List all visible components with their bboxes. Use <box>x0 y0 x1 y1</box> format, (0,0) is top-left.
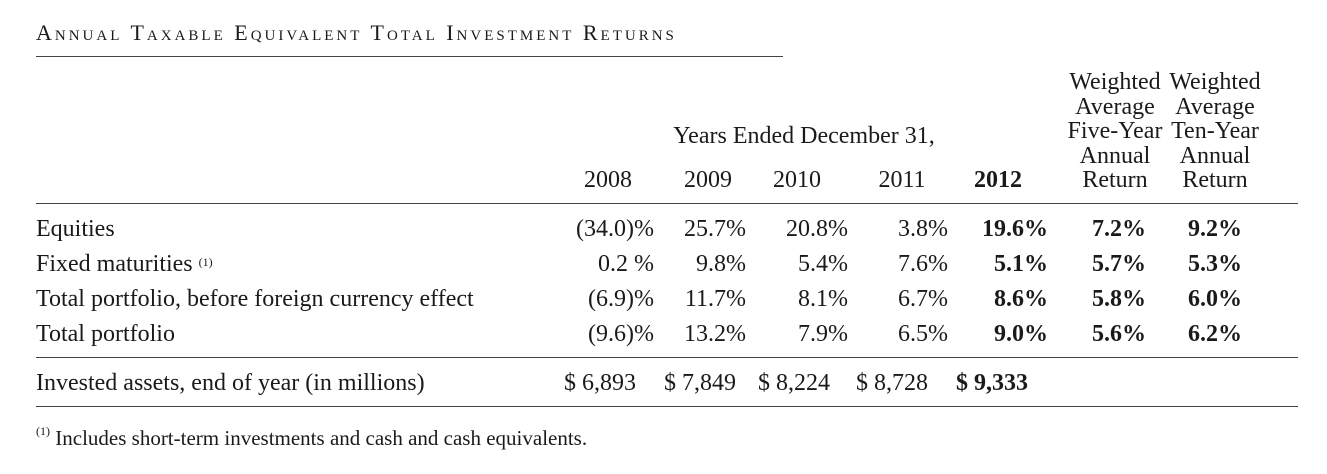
five-year-header-line: Five-Year <box>1067 118 1163 144</box>
cell: 19.6% <box>982 216 1048 242</box>
cell: 5.8% <box>1092 286 1146 312</box>
cell: $ 9,333 <box>956 370 1028 396</box>
cell: 3.8% <box>898 216 948 242</box>
ten-year-header-line: Return <box>1182 167 1248 193</box>
cell: 5.3% <box>1188 251 1242 277</box>
row-divider <box>36 357 1298 358</box>
cell: $ 7,849 <box>664 370 736 396</box>
cell: 5.7% <box>1092 251 1146 277</box>
year-2011: 2011 <box>878 167 926 193</box>
ten-year-header-line: Average <box>1175 93 1255 120</box>
ten-year-header-line: Ten-Year <box>1171 118 1259 144</box>
footnote-text: Includes short-term investments and cash… <box>55 426 588 450</box>
footnote-ref: (1) <box>198 255 213 269</box>
cell: 13.2% <box>684 321 746 347</box>
year-2008: 2008 <box>584 167 632 193</box>
cell: 0.2 % <box>598 251 654 277</box>
cell: 7.6% <box>898 251 948 277</box>
cell: (34.0)% <box>576 216 654 242</box>
cell: 6.2% <box>1188 321 1242 347</box>
cell: 8.6% <box>994 286 1048 312</box>
year-2010: 2010 <box>773 167 821 193</box>
cell: $ 8,728 <box>856 370 928 396</box>
cell: 20.8% <box>786 216 848 242</box>
cell: 7.2% <box>1092 216 1146 242</box>
row-label: Total portfolio, before foreign currency… <box>36 286 474 312</box>
row-label: Fixed maturities (1) <box>36 250 213 278</box>
cell: (6.9)% <box>588 286 654 312</box>
row-label: Invested assets, end of year (in million… <box>36 370 425 396</box>
cell: 6.0% <box>1188 286 1242 312</box>
cell: 9.0% <box>994 321 1048 347</box>
row-label-text: Fixed maturities <box>36 251 193 277</box>
five-year-header-line: Average <box>1075 93 1155 120</box>
footnote-marker: (1) <box>36 424 50 438</box>
five-year-header: Weighted Average Five-Year Annual Return <box>1052 70 1178 193</box>
table-title: Annual Taxable Equivalent Total Investme… <box>36 20 677 45</box>
year-2009: 2009 <box>684 167 732 193</box>
cell: 11.7% <box>684 286 746 312</box>
five-year-header-line: Return <box>1082 167 1148 193</box>
cell: 5.1% <box>994 251 1048 277</box>
cell: 9.8% <box>696 251 746 277</box>
year-2012: 2012 <box>974 167 1022 193</box>
title-divider <box>36 56 783 57</box>
cell: $ 8,224 <box>758 370 830 396</box>
cell: $ 6,893 <box>564 370 636 396</box>
cell: 6.7% <box>898 286 948 312</box>
cell: 25.7% <box>684 216 746 242</box>
cell: 9.2% <box>1188 216 1242 242</box>
cell: 6.5% <box>898 321 948 347</box>
ten-year-header-line: Weighted <box>1169 69 1261 95</box>
header-divider <box>36 203 1298 204</box>
cell: 5.6% <box>1092 321 1146 347</box>
five-year-header-line: Annual <box>1079 142 1151 169</box>
cell: 8.1% <box>798 286 848 312</box>
cell: 7.9% <box>798 321 848 347</box>
years-ended-label: Years Ended December 31, <box>673 123 935 149</box>
ten-year-header: Weighted Average Ten-Year Annual Return <box>1160 70 1270 193</box>
ten-year-header-line: Annual <box>1179 142 1251 169</box>
bottom-divider <box>36 406 1298 407</box>
row-label: Equities <box>36 216 115 242</box>
cell: (9.6)% <box>588 321 654 347</box>
five-year-header-line: Weighted <box>1069 69 1161 95</box>
cell: 5.4% <box>798 251 848 277</box>
row-label: Total portfolio <box>36 321 175 347</box>
footnote: (1) Includes short-term investments and … <box>36 424 588 451</box>
